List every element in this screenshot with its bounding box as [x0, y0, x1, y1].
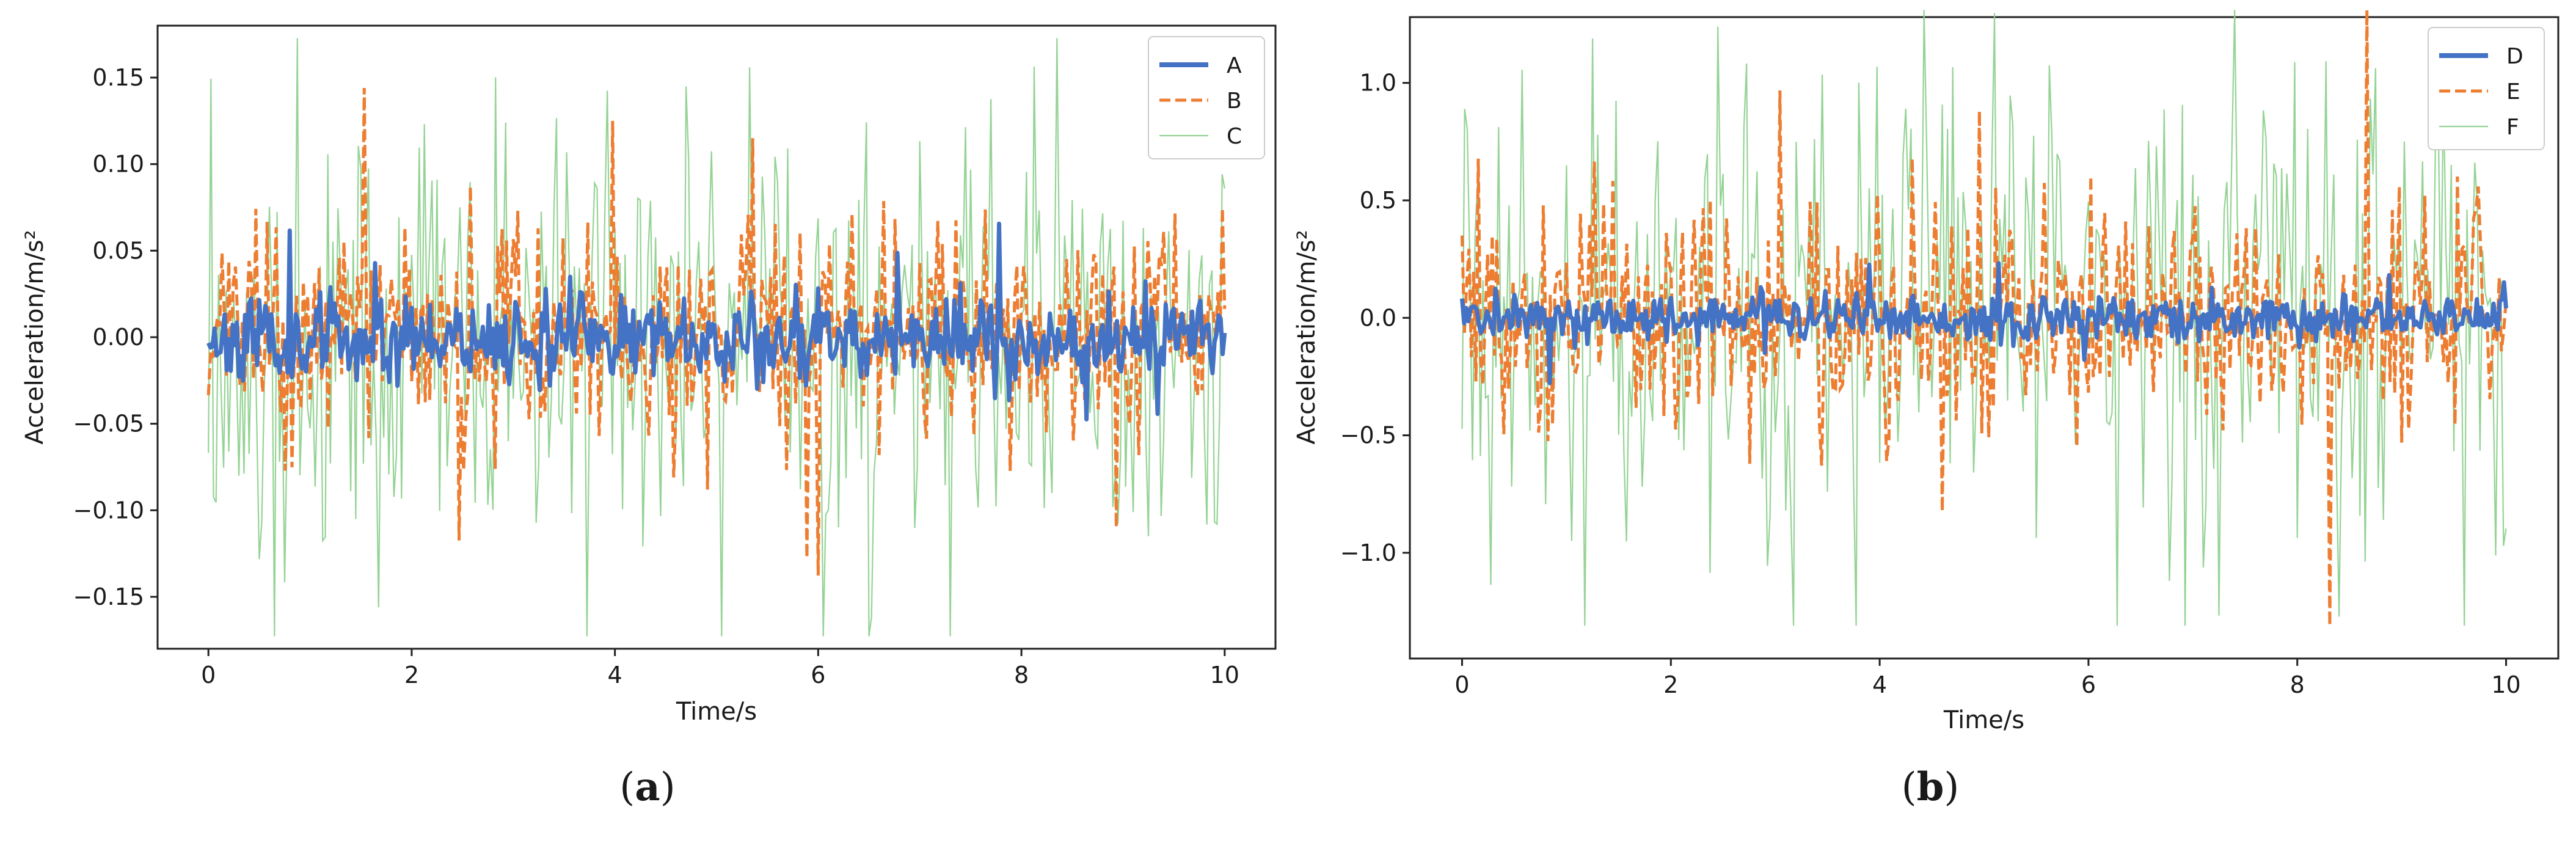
x-tick-label: 4	[608, 662, 622, 688]
y-tick-label: 1.0	[1360, 70, 1396, 97]
y-tick-label: 0.10	[92, 151, 144, 178]
legend-b: DEF	[2428, 27, 2545, 150]
x-ticks-a: 0 2 4 6 8 10	[201, 649, 1239, 688]
x-tick-label: 2	[404, 662, 419, 688]
legend-box-b	[2428, 27, 2545, 150]
chart-panel-b: −1.0 −0.5 0.0 0.5 1.0 0 2 4 6 8 10 Time/s Acceler…	[1293, 10, 2560, 810]
y-tick-label: 0.5	[1360, 187, 1396, 214]
y-tick-label: −0.05	[73, 411, 144, 437]
x-tick-label: 6	[811, 662, 825, 688]
y-tick-label: 0.0	[1360, 304, 1396, 331]
y-tick-label: 0.15	[92, 64, 144, 91]
series-line-A	[206, 221, 1227, 422]
legend-box-a	[1148, 36, 1265, 159]
chart-panel-a: −0.15−0.10−0.050.000.050.100.15 0 2 4 6 8 10 …	[21, 24, 1277, 810]
series-line-F	[1461, 10, 2507, 626]
caption-b: (b)	[1902, 764, 1960, 810]
x-axis-title-b: Time/s	[1943, 706, 2024, 734]
legend-label-D: D	[2506, 44, 2523, 69]
caption-letter-a: a	[635, 764, 660, 810]
x-tick-label: 10	[2491, 671, 2520, 698]
y-ticks-b: −1.0 −0.5 0.0 0.5 1.0	[1340, 70, 1410, 566]
x-tick-label: 2	[1663, 671, 1678, 698]
y-tick-label: −1.0	[1340, 539, 1396, 566]
x-tick-label: 8	[2290, 671, 2305, 698]
y-tick-label: −0.15	[73, 583, 144, 610]
caption-letter-b: b	[1917, 764, 1944, 810]
plot-frame-b	[1409, 16, 2560, 660]
y-ticks-a: −0.15 −0.10 −0.05 0.00 0.05 0.10 0.15	[73, 64, 158, 610]
y-tick-label: −0.10	[73, 497, 144, 524]
series-group-b	[1460, 10, 2508, 626]
legend-label-A: A	[1227, 53, 1242, 78]
x-tick-label: 4	[1872, 671, 1887, 698]
legend-a: ABC	[1148, 36, 1265, 159]
x-tick-label: 0	[201, 662, 216, 688]
y-tick-label: 0.00	[92, 324, 144, 351]
legend-label-C: C	[1227, 124, 1242, 149]
series-line-D	[1460, 261, 2508, 385]
caption-a: (a)	[619, 764, 675, 810]
x-axis-title-a: Time/s	[676, 698, 757, 726]
y-axis-title-b: Acceleration/m/s²	[1293, 230, 1321, 444]
y-tick-label: 0.05	[92, 237, 144, 264]
x-tick-label: 8	[1014, 662, 1029, 688]
series-group-a	[206, 38, 1227, 637]
x-tick-label: 6	[2081, 671, 2096, 698]
legend-label-B: B	[1227, 89, 1242, 114]
series-line-B	[206, 87, 1227, 576]
legend-label-E: E	[2506, 79, 2520, 104]
legend-label-F: F	[2506, 115, 2519, 140]
x-ticks-b: 0 2 4 6 8 10	[1454, 659, 2521, 698]
x-tick-label: 10	[1210, 662, 1239, 688]
y-axis-title-a: Acceleration/m/s²	[21, 230, 49, 444]
y-tick-label: −0.5	[1340, 422, 1396, 449]
x-tick-label: 0	[1454, 671, 1469, 698]
